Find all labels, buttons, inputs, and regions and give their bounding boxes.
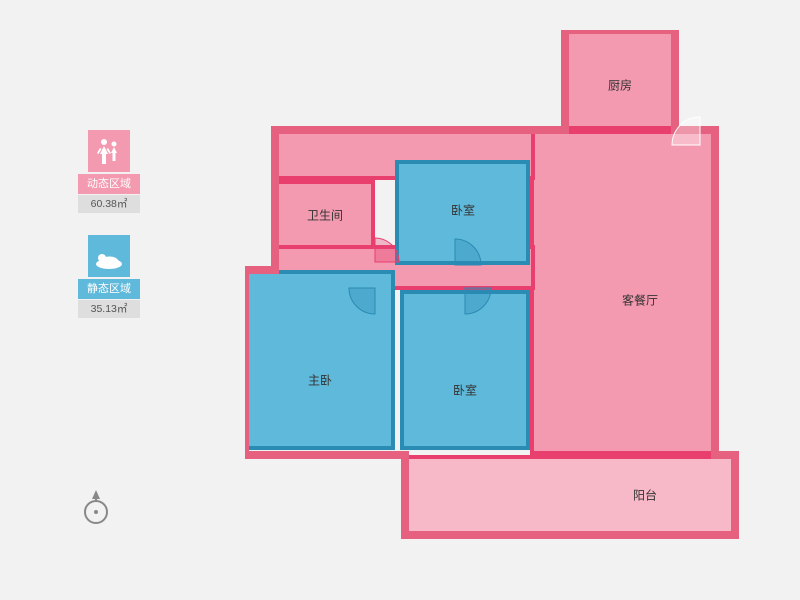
- legend-static-label: 静态区域: [78, 279, 140, 299]
- compass-icon: [80, 488, 112, 528]
- floorplan-canvas: 动态区域 60.38㎡ 静态区域 35.13㎡ 厨房客餐厅卫生间卧室主卧卧室阳台: [0, 0, 800, 600]
- room-label-bedroom-mid: 卧室: [453, 382, 477, 399]
- room-label-master-bedroom: 主卧: [308, 372, 332, 389]
- legend-dynamic-label: 动态区域: [78, 174, 140, 194]
- room-label-kitchen: 厨房: [608, 77, 632, 94]
- legend: 动态区域 60.38㎡ 静态区域 35.13㎡: [78, 130, 140, 340]
- legend-dynamic-value: 60.38㎡: [78, 195, 140, 213]
- legend-static-value: 35.13㎡: [78, 300, 140, 318]
- legend-dynamic: 动态区域 60.38㎡: [78, 130, 140, 213]
- sleep-icon: [88, 235, 130, 277]
- room-balcony: [405, 455, 735, 535]
- room-master-bedroom: [245, 270, 395, 450]
- room-bedroom-mid: [400, 290, 530, 450]
- floor-plan: 厨房客餐厅卫生间卧室主卧卧室阳台: [245, 30, 750, 570]
- room-label-bedroom-top: 卧室: [451, 202, 475, 219]
- room-label-living-dining: 客餐厅: [622, 292, 658, 309]
- room-label-bathroom: 卫生间: [307, 207, 343, 224]
- room-label-balcony: 阳台: [633, 487, 657, 504]
- people-icon: [88, 130, 130, 172]
- legend-static: 静态区域 35.13㎡: [78, 235, 140, 318]
